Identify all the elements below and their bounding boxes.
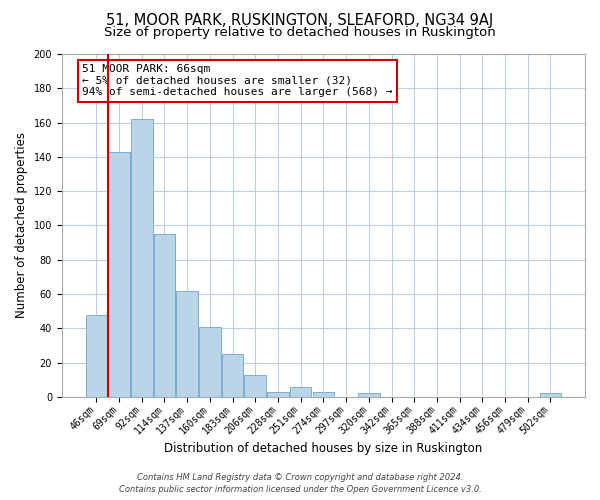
Bar: [154, 234, 175, 397]
Bar: [131, 119, 152, 397]
Y-axis label: Number of detached properties: Number of detached properties: [15, 132, 28, 318]
Bar: [244, 374, 266, 397]
Bar: [199, 326, 221, 397]
Bar: [539, 394, 561, 397]
Text: Size of property relative to detached houses in Ruskington: Size of property relative to detached ho…: [104, 26, 496, 39]
Bar: [108, 152, 130, 397]
Bar: [176, 290, 198, 397]
Text: 51 MOOR PARK: 66sqm
← 5% of detached houses are smaller (32)
94% of semi-detache: 51 MOOR PARK: 66sqm ← 5% of detached hou…: [82, 64, 392, 98]
Bar: [267, 392, 289, 397]
Bar: [313, 392, 334, 397]
Bar: [222, 354, 244, 397]
X-axis label: Distribution of detached houses by size in Ruskington: Distribution of detached houses by size …: [164, 442, 482, 455]
Bar: [358, 394, 380, 397]
Text: 51, MOOR PARK, RUSKINGTON, SLEAFORD, NG34 9AJ: 51, MOOR PARK, RUSKINGTON, SLEAFORD, NG3…: [106, 12, 494, 28]
Bar: [290, 386, 311, 397]
Text: Contains HM Land Registry data © Crown copyright and database right 2024.
Contai: Contains HM Land Registry data © Crown c…: [119, 472, 481, 494]
Bar: [86, 314, 107, 397]
